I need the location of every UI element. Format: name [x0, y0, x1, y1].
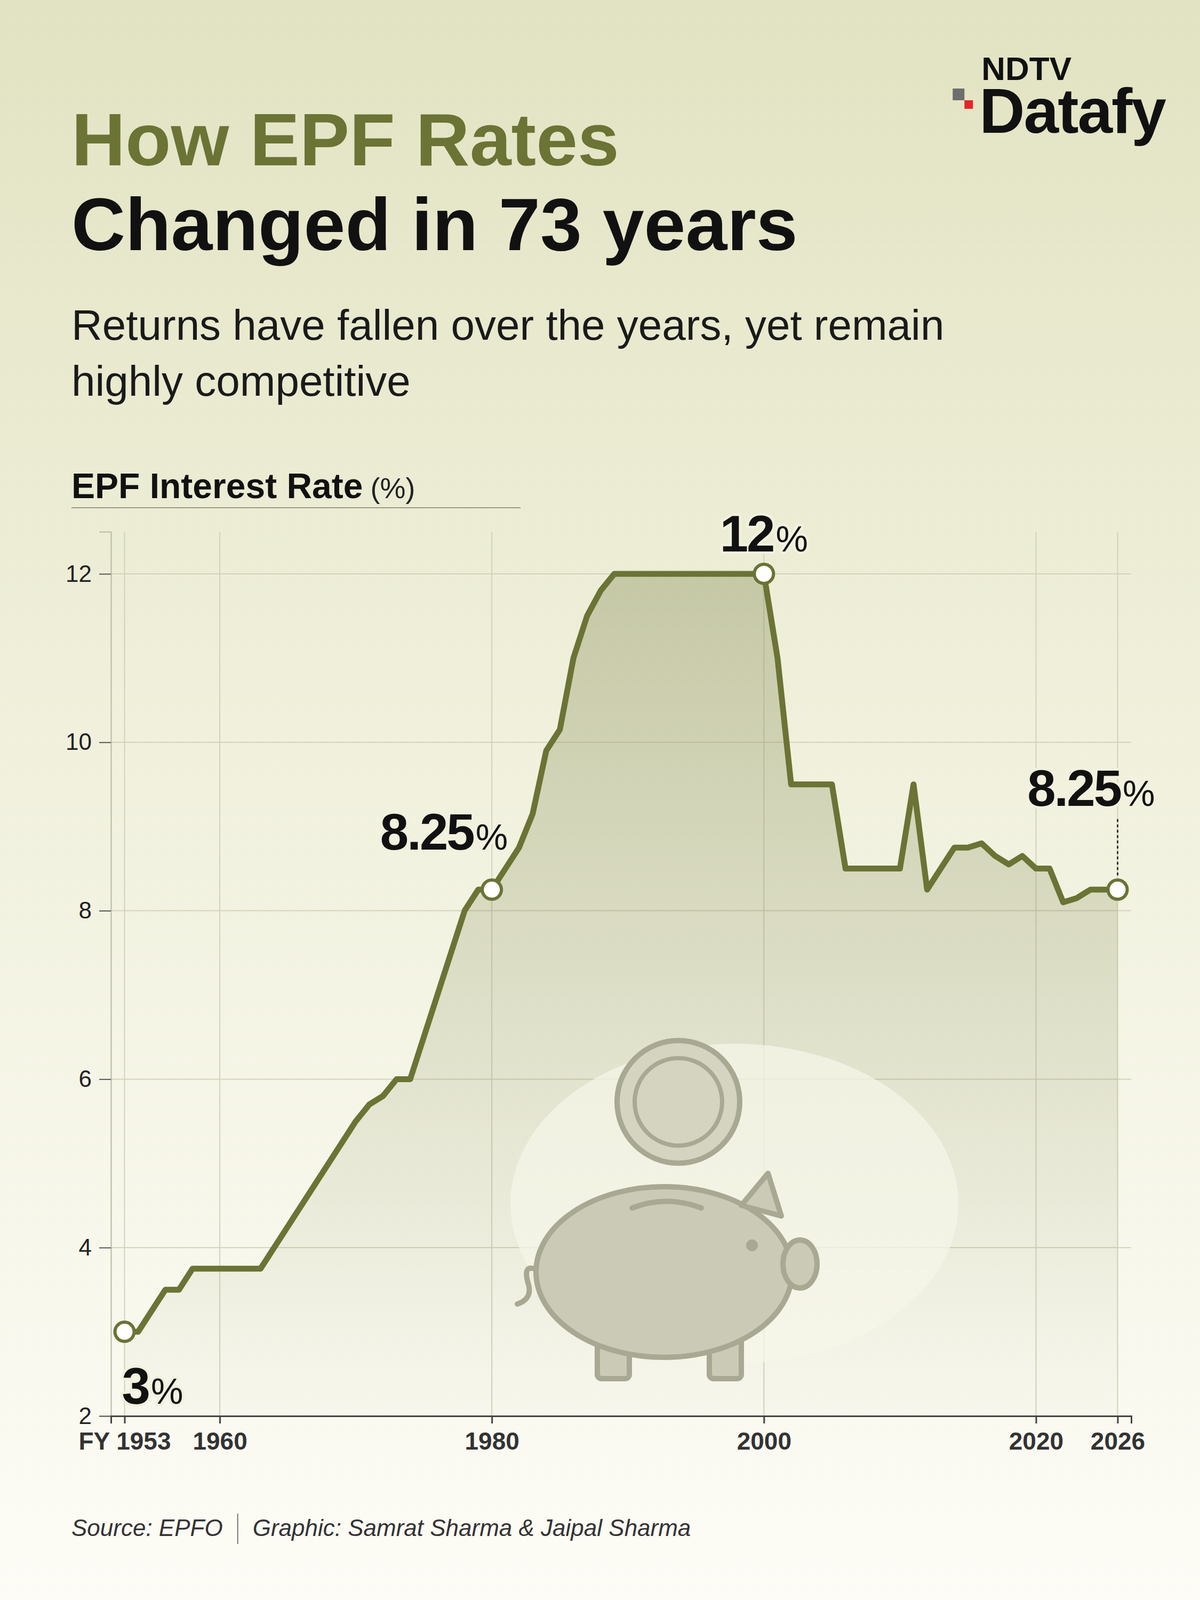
annotation-number: 12: [720, 505, 774, 563]
pig-snout: [782, 1240, 818, 1288]
x-tick: 2000: [737, 1416, 792, 1455]
grid-line-v: [124, 531, 126, 1416]
x-tick-mark: [124, 1416, 126, 1424]
x-tick-label: 2020: [1009, 1427, 1064, 1455]
y-tick: 2: [78, 1402, 111, 1429]
annotation-label: 8.25%: [1027, 759, 1155, 817]
x-tick-label: 1980: [465, 1427, 520, 1455]
pig-tail: [517, 1268, 536, 1304]
annotation-number: 8.25: [380, 803, 474, 861]
x-tick: 2020: [1009, 1416, 1064, 1455]
chart: DatafyNDTVHow EPF RatesChanged in 73 yea…: [0, 0, 1200, 1600]
annotation-label: 12%: [720, 505, 808, 563]
x-axis-line: [111, 1416, 1132, 1424]
footer-separator: [237, 1513, 239, 1544]
y-tick-mark: [99, 910, 111, 912]
annotations: 3%8.25%12%8.25%: [122, 505, 1156, 1415]
annotation-unit: %: [775, 518, 808, 559]
y-tick-mark: [99, 1247, 111, 1249]
annotation-unit: %: [150, 1370, 183, 1412]
x-tick-mark: [219, 1416, 221, 1424]
x-tick: FY 1953: [78, 1416, 171, 1455]
x-tick-label: 1960: [192, 1427, 247, 1455]
logo-brand: NDTV: [981, 50, 1072, 87]
annotation-marker: [482, 880, 502, 900]
credit: Graphic: Samrat Sharma & Jaipal Sharma: [252, 1514, 692, 1541]
x-tick-label: 2026: [1090, 1427, 1146, 1455]
area: [124, 573, 1118, 1416]
annotation-marker: [115, 1322, 135, 1342]
annotation-marker: [1107, 880, 1127, 900]
coin: [617, 1040, 740, 1164]
y-tick-mark: [99, 1078, 111, 1080]
x-tick: 1980: [465, 1416, 520, 1455]
background: [0, 0, 1200, 1600]
logo-square: [964, 100, 973, 109]
y-tick: 8: [78, 897, 111, 924]
logo-square: [952, 88, 965, 101]
y-tick-label: 12: [65, 560, 92, 587]
x-tick-mark: [1035, 1416, 1037, 1424]
x-axis: FY 1953 1960 1980 2000 2020 2026: [78, 1416, 1146, 1455]
subtitle-line: highly competitive: [71, 357, 411, 405]
x-tick: 2026: [1090, 1416, 1146, 1455]
y-tick-label: 10: [65, 728, 92, 755]
y-tick-mark: [99, 741, 111, 743]
annotation-label: 8.25%: [380, 803, 508, 861]
y-tick-label: 4: [78, 1234, 92, 1261]
x-tick-label: 2000: [737, 1427, 792, 1455]
pig-body: [536, 1186, 792, 1358]
illustration: [510, 1040, 959, 1379]
y-axis-title: EPF Interest Rate: [71, 466, 364, 506]
title-rule: [71, 507, 521, 509]
annotation-unit: %: [1122, 772, 1155, 814]
x-tick-mark: [763, 1416, 765, 1424]
y-tick-mark: [99, 573, 111, 575]
line: [124, 573, 1118, 1332]
x-tick-mark: [491, 1416, 493, 1424]
y-tick-mark: [99, 1416, 111, 1418]
annotation-unit: %: [475, 816, 508, 858]
subtitle: Returns have fallen over the years, yet …: [71, 301, 944, 405]
title: How EPF Rates: [71, 97, 620, 182]
y-tick: 10: [65, 728, 111, 755]
y-tick: 4: [78, 1234, 111, 1261]
x-tick-mark: [1116, 1416, 1119, 1424]
annotation-marker: [754, 564, 774, 584]
subtitle-line: Returns have fallen over the years, yet …: [71, 301, 944, 349]
y-tick: 6: [78, 1065, 111, 1092]
coin-inner: [634, 1058, 723, 1146]
annotation-number: 8.25: [1027, 759, 1121, 817]
y-tick-label: 2: [78, 1402, 92, 1429]
pig-eye: [746, 1239, 758, 1252]
grid: [110, 531, 1132, 1416]
y-tick: 12: [65, 560, 111, 587]
x-tick: 1960: [192, 1416, 247, 1455]
title: Changed in 73 years: [71, 182, 798, 267]
pig-slot: [632, 1201, 702, 1209]
y-tick-label: 8: [78, 897, 92, 924]
y-tick-label: 6: [78, 1065, 92, 1092]
annotation-label: 3%: [122, 1357, 184, 1415]
x-tick-label: FY 1953: [78, 1427, 171, 1455]
annotation-number: 3: [122, 1357, 149, 1415]
pig-ear: [741, 1173, 782, 1216]
plot-area: [115, 564, 1128, 1416]
y-axis: 2 4 6 8 10 12: [65, 532, 111, 1429]
y-axis-unit: (%): [370, 472, 416, 504]
source: Source: EPFO: [71, 1514, 223, 1541]
y-axis-line: [99, 532, 112, 1417]
leader-line: [1116, 819, 1119, 876]
